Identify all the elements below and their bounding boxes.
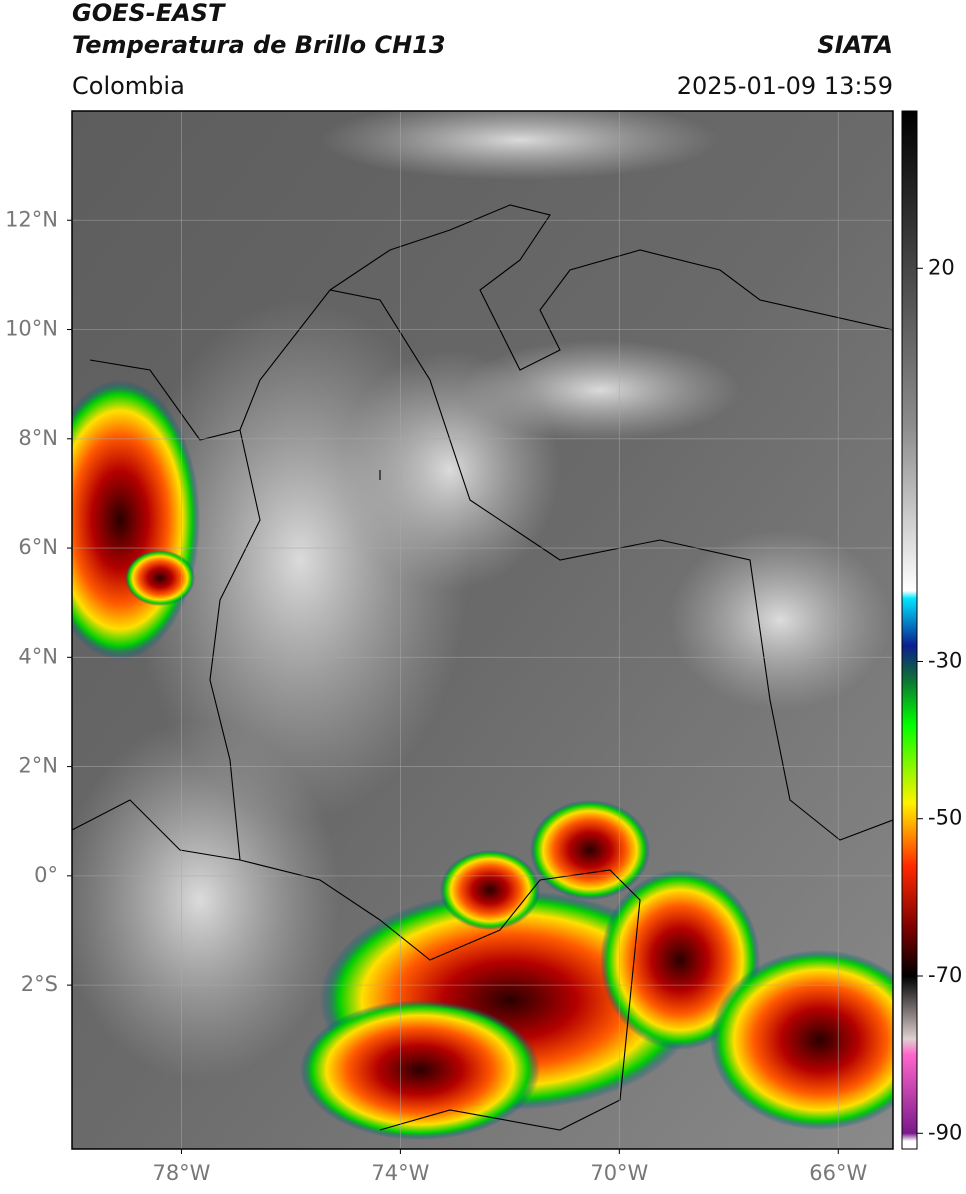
lat-label: 4°N [18, 644, 58, 668]
borders [72, 204, 893, 1131]
map-frame [71, 110, 894, 1150]
colorbar-label: -30 [928, 648, 962, 672]
lat-label: 10°N [5, 317, 58, 341]
lon-label: 70°W [590, 1161, 648, 1185]
cloud [460, 340, 740, 440]
lat-label: 0° [34, 863, 58, 887]
colorbar-label: -90 [928, 1120, 962, 1144]
source: SIATA [817, 31, 893, 59]
storm-cell [72, 380, 200, 660]
colorbar-label: 20 [928, 255, 955, 279]
storm-cell [440, 850, 540, 930]
lon-label: 78°W [152, 1161, 210, 1185]
satellite-image [72, 111, 893, 1149]
title: GOES-EAST [72, 0, 226, 27]
subtitle: Temperatura de Brillo CH13 [72, 31, 446, 59]
colorbar [901, 110, 918, 1150]
cloud [72, 720, 340, 1080]
lat-label: 2°N [18, 754, 58, 778]
region: Colombia [72, 72, 185, 100]
timestamp: 2025-01-09 13:59 [677, 72, 893, 100]
colorbar-label: -50 [928, 806, 962, 830]
cloud [320, 111, 720, 180]
storm-cell [125, 550, 195, 606]
colorbar-label: -70 [928, 963, 962, 987]
graticule [72, 111, 893, 1149]
storm-cell [300, 1000, 540, 1140]
cloud [670, 530, 890, 710]
lat-label: 12°N [5, 207, 58, 231]
storm-cell [530, 800, 650, 900]
lon-label: 66°W [809, 1161, 867, 1185]
lat-label: 6°N [18, 535, 58, 559]
lat-label: 2°S [21, 972, 58, 996]
lon-label: 74°W [371, 1161, 429, 1185]
lat-label: 8°N [18, 426, 58, 450]
storm-cell [710, 950, 893, 1130]
